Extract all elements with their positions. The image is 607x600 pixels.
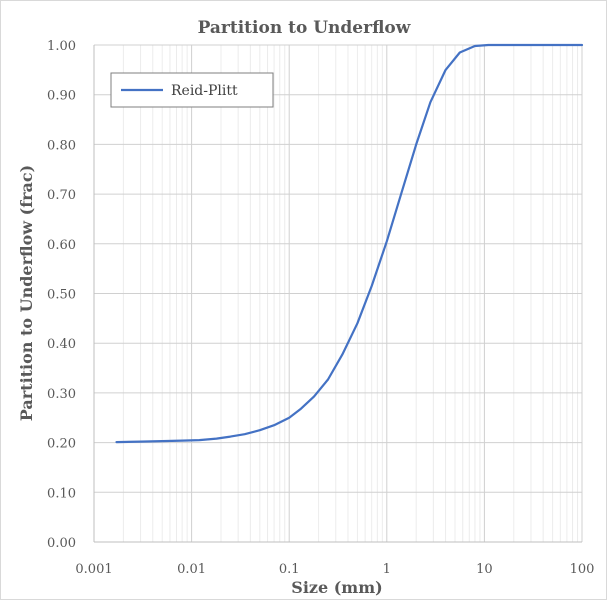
plot-frame — [93, 45, 582, 543]
x-tick-label: 0.001 — [75, 562, 112, 577]
legend: Reid-Plitt — [110, 72, 274, 108]
x-tick-label: 10 — [476, 562, 493, 577]
y-tick-label: 0.30 — [47, 387, 76, 402]
chart-title: Partition to Underflow — [198, 18, 411, 38]
series-layer — [115, 43, 584, 444]
y-tick-label: 0.00 — [47, 536, 76, 551]
tick-labels: 0.00 0.10 0.20 0.30 0.40 0.50 0.60 0.70 0.80 0.90… — [47, 39, 594, 577]
x-tick-label: 1 — [383, 562, 391, 577]
x-tick-label: 100 — [570, 562, 595, 577]
y-tick-label: 1.00 — [47, 39, 76, 54]
y-tick-label: 0.20 — [47, 437, 76, 452]
y-tick-label: 0.70 — [47, 188, 76, 203]
x-tick-label: 0.01 — [177, 562, 206, 577]
y-tick-label: 0.50 — [47, 288, 76, 303]
x-axis-label: Size (mm) — [291, 578, 382, 597]
y-tick-label: 0.10 — [47, 486, 76, 501]
y-tick-label: 0.80 — [47, 138, 76, 153]
x-tick-label: 0.1 — [279, 562, 300, 577]
y-tick-label: 0.40 — [47, 337, 76, 352]
y-tick-label: 0.60 — [47, 238, 76, 253]
series-line-reid-plitt — [115, 43, 584, 444]
y-axis-label: Partition to Underflow (frac) — [17, 165, 36, 421]
y-tick-label: 0.90 — [47, 89, 76, 104]
legend-label-reid-plitt: Reid-Plitt — [171, 83, 238, 99]
grid — [93, 44, 583, 543]
